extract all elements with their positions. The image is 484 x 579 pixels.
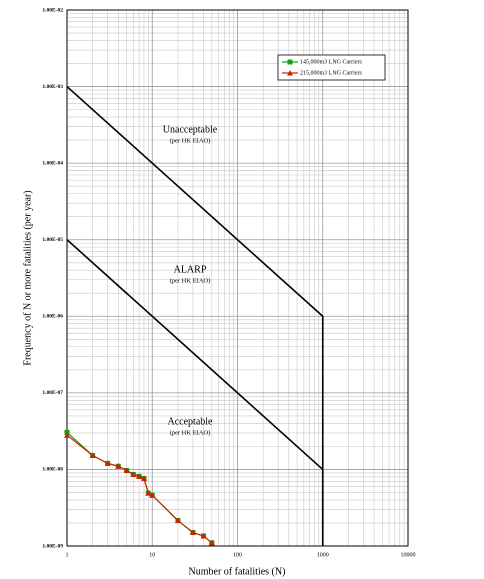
data-point <box>123 467 130 473</box>
legend-box <box>277 54 386 81</box>
legend-label: 215,000m3 LNG Carriers <box>300 70 362 76</box>
annotation: Unacceptable <box>163 124 218 135</box>
data-point <box>130 471 137 477</box>
x-tick-label: 100 <box>233 552 242 558</box>
data-point <box>208 539 215 546</box>
data-point <box>145 490 152 496</box>
annotation-sub: (per HK EIAO) <box>170 277 211 284</box>
legend-marker <box>287 59 293 65</box>
data-point <box>200 533 207 539</box>
y-axis-label: Frequency of N or more fatalities (per y… <box>22 190 33 365</box>
y-tick-label: 1.00E-06 <box>42 314 63 320</box>
annotation: Acceptable <box>168 416 214 427</box>
data-point <box>189 529 196 536</box>
plot-frame <box>66 9 409 547</box>
criteria-line <box>66 239 324 546</box>
annotation-sub: (per HK EIAO) <box>170 429 211 436</box>
data-point <box>89 452 96 459</box>
data-point <box>140 475 147 482</box>
y-tick-label: 1.00E-09 <box>42 543 63 549</box>
y-tick-label: 1.00E-02 <box>42 7 63 13</box>
data-point <box>64 432 70 438</box>
annotation-sub: (per HK EIAO) <box>170 137 211 144</box>
y-tick-label: 1.00E-03 <box>42 84 63 90</box>
annotation: ALARP <box>174 264 207 275</box>
x-tick-label: 1 <box>66 552 69 558</box>
data-point <box>149 492 156 498</box>
data-point <box>174 517 181 524</box>
x-tick-label: 10000 <box>401 552 416 558</box>
legend-label: 145,000m3 LNG Carriers <box>300 59 362 65</box>
data-point <box>136 473 143 479</box>
x-axis-label: Number of fatalities (N) <box>189 566 286 577</box>
legend-marker <box>287 70 293 76</box>
data-point <box>115 463 122 469</box>
y-tick-label: 1.00E-08 <box>42 467 63 473</box>
data-point <box>104 460 111 466</box>
y-tick-label: 1.00E-04 <box>42 160 63 166</box>
y-tick-label: 1.00E-05 <box>42 237 63 243</box>
x-tick-label: 1000 <box>317 552 329 558</box>
y-tick-label: 1.00E-07 <box>42 390 63 396</box>
series-line <box>66 431 213 544</box>
x-tick-label: 10 <box>149 552 155 558</box>
